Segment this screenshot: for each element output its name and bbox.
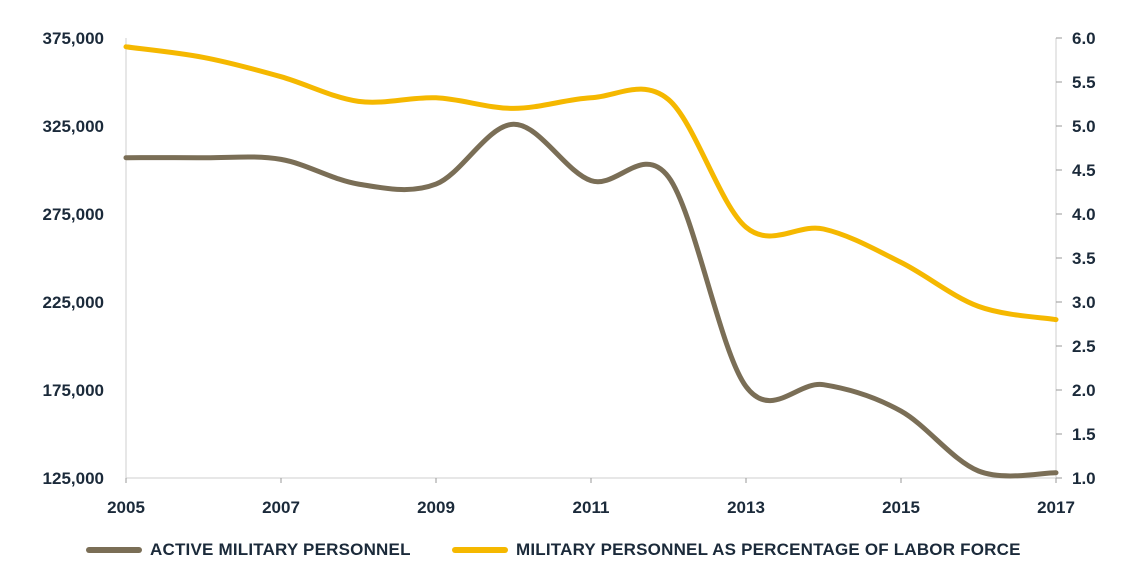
series-line-percentage-of-labor-force	[123, 44, 1059, 323]
y-left-tick-label: 125,000	[43, 469, 104, 488]
line-chart: 2005 2007 2009 2011 2013 2015 2017 375,000 325,0…	[43, 29, 1096, 517]
x-tick-label: 2015	[882, 498, 920, 517]
series-line-active-military-personnel	[123, 121, 1059, 479]
y-right-tick-label: 1.5	[1072, 425, 1096, 444]
x-tick-label: 2017	[1037, 498, 1075, 517]
y-right-tick-label: 5.0	[1072, 117, 1096, 136]
y-right-tick-label: 1.0	[1072, 469, 1096, 488]
legend-label-percentage-of-labor-force: MILITARY PERSONNEL AS PERCENTAGE OF LABO…	[516, 540, 1021, 559]
y-right-tick-label: 2.5	[1072, 337, 1096, 356]
legend-swatch-active-military-personnel	[86, 547, 142, 553]
y-right-tick-label: 5.5	[1072, 73, 1096, 92]
legend-item-percentage-of-labor-force: MILITARY PERSONNEL AS PERCENTAGE OF LABO…	[452, 540, 1021, 560]
y-right-tick-label: 2.0	[1072, 381, 1096, 400]
y-left-tick-label: 175,000	[43, 381, 104, 400]
y-right-tick-label: 6.0	[1072, 29, 1096, 48]
legend-label-active-military-personnel: ACTIVE MILITARY PERSONNEL	[150, 540, 411, 559]
x-tick-label: 2005	[107, 498, 145, 517]
x-tick-label: 2013	[727, 498, 765, 517]
y-left-tick-label: 225,000	[43, 293, 104, 312]
x-tick-label: 2011	[573, 498, 610, 517]
legend-swatch-percentage-of-labor-force	[452, 547, 508, 553]
y-left-tick-label: 375,000	[43, 29, 104, 48]
y-right-tick-label: 3.0	[1072, 293, 1096, 312]
y-left-tick-label: 325,000	[43, 117, 104, 136]
x-tick-label: 2007	[262, 498, 300, 517]
legend-item-active-military-personnel: ACTIVE MILITARY PERSONNEL	[86, 540, 411, 560]
y-right-tick-label: 3.5	[1072, 249, 1096, 268]
y-right-tick-label: 4.0	[1072, 205, 1096, 224]
legend: ACTIVE MILITARY PERSONNEL MILITARY PERSO…	[0, 540, 1129, 572]
x-tick-label: 2009	[417, 498, 455, 517]
y-left-tick-label: 275,000	[43, 205, 104, 224]
y-right-tick-label: 4.5	[1072, 161, 1096, 180]
